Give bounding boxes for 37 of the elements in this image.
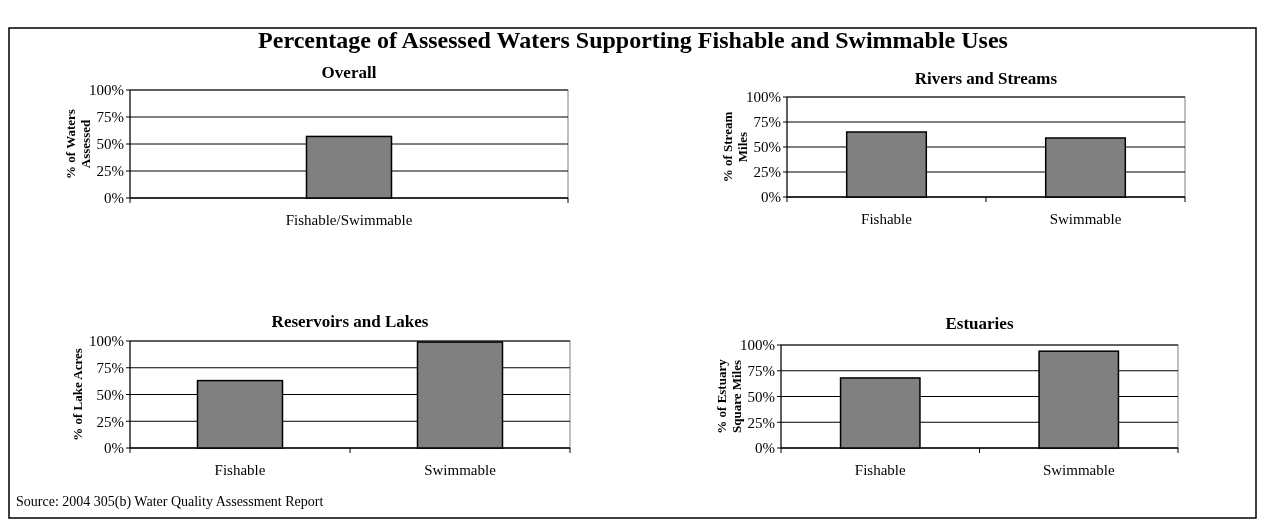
y-tick-label: 0% [104,190,124,207]
text: Percentage of Assessed Waters Supporting Fishable and Swimmable Uses [258,27,1008,53]
y-tick-label: 25% [753,164,781,181]
x-tick-label: Swimmable [1042,462,1115,478]
y-tick-label: 0% [755,440,775,457]
y-tick-label: 50% [96,136,124,153]
y-tick-label: 50% [753,139,781,156]
y-axis-title: % of Waters Assessed [62,109,93,179]
chart-title: Overall [321,63,377,82]
source-note: Source: 2004 305(b) Water Quality Assessment Report [16,494,324,510]
x-tick-label: Fishable [861,211,913,227]
y-tick-label: 75% [96,360,124,376]
y-tick-label: 75% [753,114,781,131]
y-tick-label: 75% [96,109,124,126]
y-axis-title: % of Lake Acres [70,348,85,441]
y-axis-title: % of Estuary Square Miles [713,358,744,434]
x-tick-label: Swimmable [1049,211,1122,227]
x-tick-label: Fishable/Swimmable [285,212,413,228]
y-tick-label: 0% [761,189,781,206]
y-tick-label: 100% [746,89,781,106]
y-tick-label: 100% [89,82,124,99]
y-tick-label: 75% [747,363,775,379]
y-tick-label: 50% [747,388,775,405]
y-axis-title: % of Stream Miles [719,111,750,183]
chart-title: Rivers and Streams [914,69,1058,88]
y-tick-label: 0% [104,440,124,457]
x-tick-label: Fishable [854,462,906,478]
chart-title: Reservoirs and Lakes [271,312,429,331]
x-tick-label: Fishable [214,462,266,478]
y-tick-label: 100% [740,337,775,354]
y-tick-label: 25% [747,414,775,431]
y-tick-label: 50% [96,386,124,403]
x-tick-label: Swimmable [424,462,497,478]
chart-title: Estuaries [945,314,1014,333]
y-tick-label: 25% [96,163,124,180]
y-tick-label: 25% [96,413,124,430]
y-tick-label: 100% [89,333,124,350]
